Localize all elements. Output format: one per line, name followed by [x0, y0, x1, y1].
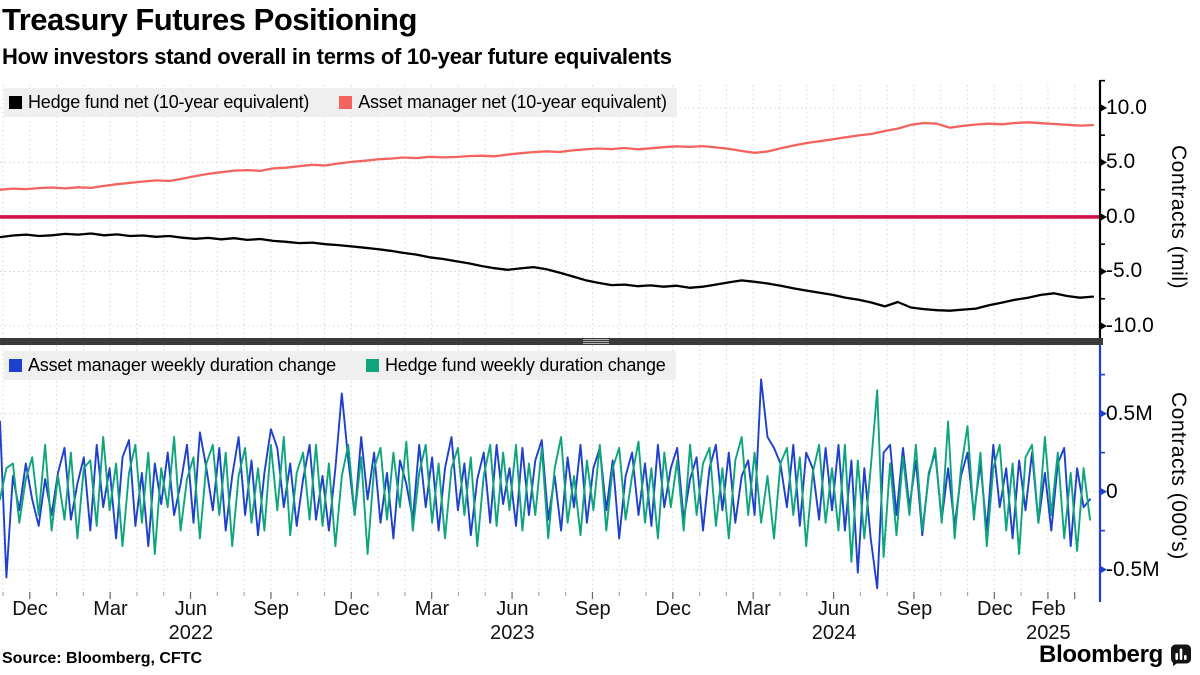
y-tick-label: 0: [1106, 479, 1118, 503]
panel-divider: [0, 338, 1103, 345]
chart-subtitle: How investors stand overall in terms of …: [2, 44, 672, 69]
y-axis-title-bottom: Contracts (000's): [1167, 392, 1190, 560]
legend-swatch-icon: [9, 359, 22, 372]
legend-item[interactable]: Hedge fund net (10-year equivalent): [9, 92, 309, 113]
duration-change-chart[interactable]: [0, 345, 1107, 602]
series-line: [0, 232, 1095, 312]
legend-swatch-icon: [366, 359, 379, 372]
y-tick-label: 5.0: [1106, 150, 1136, 174]
legend-swatch-icon: [9, 96, 22, 109]
legend-swatch-icon: [339, 96, 353, 109]
x-tick-label: Feb: [1031, 598, 1066, 620]
y-tick-label: 0.0: [1106, 204, 1136, 228]
source-caption: Source: Bloomberg, CFTC: [2, 650, 203, 667]
x-axis-ticks: [2, 592, 1076, 599]
legend-label: Asset manager weekly duration change: [28, 355, 336, 375]
x-tick-label: Jun: [817, 598, 851, 620]
net-position-chart[interactable]: [0, 79, 1107, 338]
legend-net-positions: Hedge fund net (10-year equivalent) Asset…: [4, 88, 677, 117]
y-tick-label: -5.0: [1106, 259, 1143, 283]
x-tick-label: Mar: [93, 598, 128, 620]
series-line: [0, 389, 1091, 563]
legend-label: Asset manager net (10-year equivalent): [358, 92, 667, 112]
legend-label: Hedge fund net (10-year equivalent): [28, 92, 310, 112]
year-label: 2025: [1026, 622, 1071, 644]
legend-item[interactable]: Asset manager net (10-year equivalent): [339, 92, 667, 113]
x-tick-label: Sep: [896, 598, 933, 620]
bloomberg-terminal-icon: [1171, 644, 1191, 666]
x-tick-label: Dec: [655, 598, 691, 620]
bloomberg-wordmark: Bloomberg: [1039, 641, 1163, 668]
x-tick-label: Jun: [174, 598, 207, 620]
bloomberg-branding: Bloomberg: [1039, 641, 1192, 669]
x-tick-label: Sep: [574, 598, 611, 620]
x-tick-label: Jun: [496, 598, 529, 620]
x-tick-label: Sep: [253, 598, 289, 620]
legend-label: Hedge fund weekly duration change: [385, 355, 666, 375]
x-tick-label: Mar: [736, 598, 771, 620]
x-tick-label: Dec: [333, 598, 370, 620]
y-tick-label: 10.0: [1106, 95, 1147, 119]
y-tick-label: -0.5M: [1106, 557, 1160, 581]
year-label: 2023: [490, 622, 535, 644]
year-label: 2024: [811, 622, 857, 644]
legend-item[interactable]: Asset manager weekly duration change: [9, 355, 336, 376]
x-tick-label: Dec: [12, 598, 48, 620]
y-tick-label: -10.0: [1106, 314, 1154, 337]
series-line: [0, 121, 1095, 191]
y-tick-label: 0.5M: [1106, 401, 1153, 425]
year-label: 2022: [168, 622, 214, 644]
legend-item[interactable]: Hedge fund weekly duration change: [366, 355, 666, 376]
x-tick-label: Mar: [414, 598, 450, 620]
chart-title: Treasury Futures Positioning: [2, 2, 417, 37]
x-tick-label: Dec: [977, 598, 1013, 620]
panel-resize-grip[interactable]: [583, 339, 609, 344]
y-axis-title-top: Contracts (mil): [1167, 144, 1190, 289]
legend-duration-change: Asset manager weekly duration change Hedg…: [4, 351, 676, 380]
